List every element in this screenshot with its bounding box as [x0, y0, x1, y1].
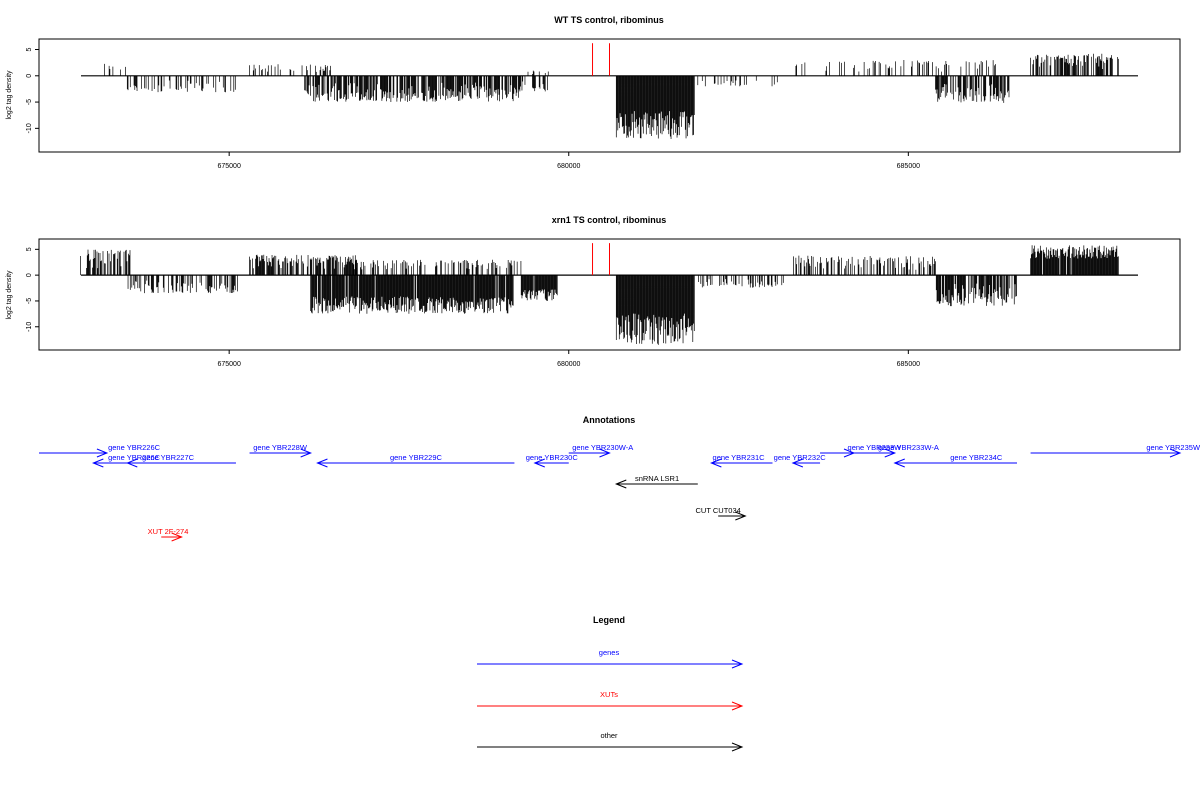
feature-label: gene YBR230C [526, 453, 579, 462]
feature-label: gene YBR235W [1146, 443, 1200, 452]
y-tick-label: 0 [26, 74, 33, 78]
arrow-icon [316, 458, 328, 468]
arrow-icon [710, 458, 722, 468]
annotation-feature: gene YBR233W-A [854, 443, 939, 458]
arrow-icon [125, 458, 138, 468]
wt-plot-frame [38, 38, 1181, 153]
arrow-icon [96, 448, 109, 458]
arrow-icon [1169, 448, 1182, 458]
wt-density-panel: WT TS control, ribominus log2 tag densit… [6, 15, 1181, 170]
arrow-icon [599, 448, 611, 458]
legend-item: other [477, 731, 744, 752]
arrow-icon [533, 458, 545, 468]
annotation-feature: gene YBR227C [125, 453, 236, 468]
wt-y-axis-label: log2 tag density [6, 70, 13, 120]
legend-label: other [600, 731, 618, 740]
annotation-feature: gene YBR228W [249, 443, 313, 458]
density-bars [80, 245, 1119, 345]
feature-label: gene YBR227C [142, 453, 195, 462]
xrn1-panel-title: xrn1 TS control, ribominus [552, 215, 667, 225]
annotation-feature: snRNA LSR1 [614, 474, 698, 489]
x-tick-label: 685000 [897, 163, 920, 170]
feature-label: CUT CUT034 [696, 506, 741, 515]
feature-label: gene YBR233W-A [878, 443, 939, 452]
xrn1-y-axis-label: log2 tag density [6, 270, 13, 320]
annotation-feature: gene YBR230W-A [568, 443, 633, 458]
x-tick-label: 680000 [557, 163, 580, 170]
arrow-icon [731, 659, 744, 669]
y-tick-label: 0 [26, 273, 33, 277]
y-tick-label: 5 [26, 47, 33, 51]
annotation-feature: gene YBR234C [893, 453, 1017, 468]
feature-label: gene YBR231C [713, 453, 766, 462]
arrow-icon [300, 448, 313, 458]
arrow-icon [735, 511, 747, 521]
annotation-feature: gene YBR235W [1030, 443, 1200, 458]
feature-label: snRNA LSR1 [635, 474, 679, 483]
y-tick-label: -5 [26, 99, 33, 105]
legend-label: XUTs [600, 690, 618, 699]
feature-label: XUT 2F-274 [148, 527, 189, 536]
feature-label: gene YBR226C [108, 453, 161, 462]
annotation-feature: CUT CUT034 [696, 506, 747, 521]
feature-label: gene YBR229C [390, 453, 443, 462]
arrow-icon [614, 479, 627, 489]
y-tick-label: -10 [26, 322, 33, 332]
density-bars [104, 53, 1119, 140]
legend-label: genes [599, 648, 620, 657]
legend-title: Legend [593, 615, 625, 625]
x-tick-label: 675000 [217, 163, 240, 170]
wt-panel-title: WT TS control, ribominus [554, 15, 664, 25]
arrow-icon [884, 448, 897, 458]
feature-label: gene YBR230W-A [572, 443, 633, 452]
legend: Legend genes XUTs other [477, 615, 744, 752]
feature-label: gene YBR226C [108, 443, 161, 452]
arrow-icon [171, 532, 183, 542]
xrn1-density-panel: xrn1 TS control, ribominus log2 tag dens… [6, 215, 1181, 368]
arrow-icon [731, 742, 744, 752]
annotation-feature: gene YBR226C [91, 453, 161, 468]
x-tick-label: 680000 [557, 361, 580, 368]
feature-label: gene YBR228W [253, 443, 308, 452]
annotation-feature: gene YBR230C [526, 453, 579, 468]
feature-label: gene YBR233W [848, 443, 903, 452]
y-tick-label: 5 [26, 247, 33, 251]
xrn1-plot-frame [38, 238, 1181, 351]
annotations-title: Annotations [583, 415, 636, 425]
arrow-icon [731, 701, 744, 711]
arrow-icon [91, 458, 104, 468]
feature-label: gene YBR232C [774, 453, 827, 462]
x-tick-label: 685000 [897, 361, 920, 368]
annotation-feature: gene YBR232C [774, 453, 827, 468]
arrow-icon [893, 458, 905, 468]
annotation-feature: gene YBR226C [39, 443, 161, 458]
feature-label: gene YBR234C [950, 453, 1003, 462]
annotation-feature: XUT 2F-274 [148, 527, 189, 542]
y-tick-label: -5 [26, 298, 33, 304]
legend-item: XUTs [477, 690, 744, 711]
x-tick-label: 675000 [217, 361, 240, 368]
y-tick-label: -10 [26, 123, 33, 133]
annotation-feature: gene YBR231C [710, 453, 773, 468]
arrow-icon [791, 458, 804, 468]
legend-item: genes [477, 648, 744, 669]
annotation-feature: gene YBR229C [316, 453, 515, 468]
